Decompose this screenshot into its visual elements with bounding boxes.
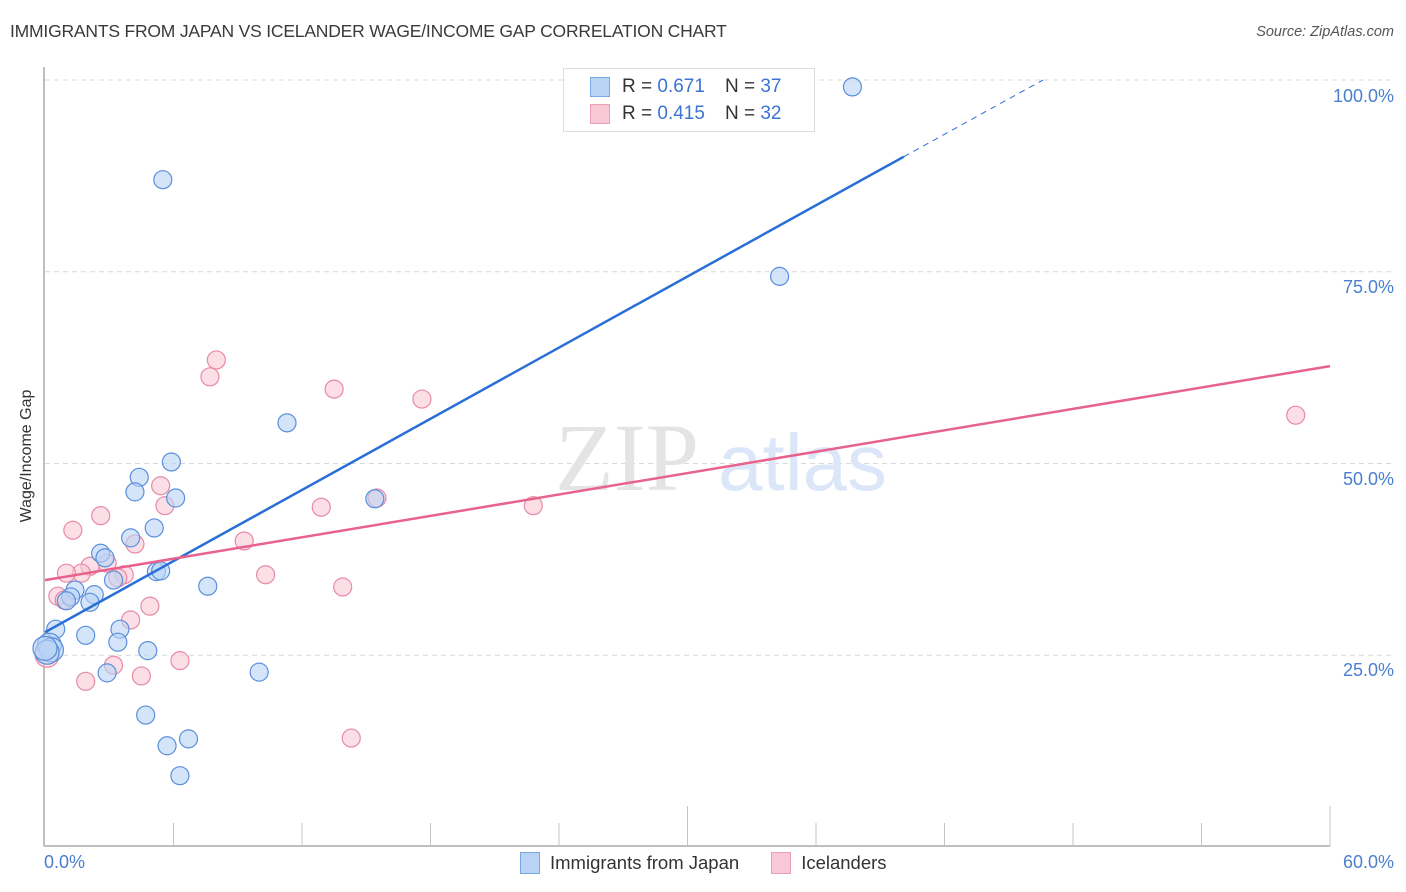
data-point	[200, 367, 220, 387]
data-point	[178, 729, 199, 749]
r-label: R =	[622, 103, 653, 124]
trendline-japan-extrapolated	[903, 79, 1044, 158]
source-credit: Source: ZipAtlas.com	[1256, 24, 1394, 40]
x-ticks	[173, 806, 1331, 846]
data-point	[103, 570, 124, 590]
data-point	[138, 641, 158, 661]
trendline-icelanders	[44, 364, 1331, 582]
y-tick-50: 50.0%	[1342, 469, 1394, 489]
stats-row-japan: R = 0.671 N = 37	[590, 74, 781, 100]
data-point	[277, 413, 297, 433]
r-label: R =	[622, 76, 653, 97]
n-value: 37	[760, 76, 782, 97]
data-point	[76, 625, 96, 645]
data-point	[136, 705, 156, 725]
r-value: 0.671	[657, 76, 705, 97]
data-point	[249, 662, 269, 682]
data-point	[170, 766, 190, 786]
legend-item-japan[interactable]: Immigrants from Japan	[520, 852, 739, 874]
gridlines	[45, 79, 1392, 656]
data-point	[255, 565, 276, 585]
n-label: N =	[724, 103, 756, 124]
data-point	[76, 671, 96, 691]
data-point	[523, 496, 543, 516]
series-legend: Immigrants from Japan Icelanders	[520, 852, 919, 874]
trendline-japan	[44, 155, 905, 634]
data-point	[341, 728, 361, 748]
data-point	[108, 632, 128, 652]
r-value: 0.415	[657, 103, 705, 124]
data-point	[121, 528, 141, 548]
icelanders-swatch-icon	[590, 104, 610, 124]
legend-item-icelanders[interactable]: Icelanders	[771, 852, 887, 874]
japan-swatch-icon	[590, 77, 610, 97]
trendlines	[44, 79, 1331, 634]
y-tick-100: 100.0%	[1332, 86, 1394, 106]
data-point	[166, 488, 186, 508]
stats-legend: R = 0.671 N = 37 R = 0.415 N = 32	[563, 68, 815, 132]
points-japan	[32, 77, 863, 786]
data-point	[91, 506, 111, 526]
legend-label-icelanders: Icelanders	[801, 852, 887, 873]
data-point	[324, 379, 344, 399]
data-point	[412, 389, 432, 409]
data-point	[56, 563, 77, 583]
data-point	[157, 736, 177, 756]
data-point	[32, 635, 58, 661]
watermark: ZIP atlas	[555, 404, 887, 511]
data-point	[144, 518, 164, 538]
chart-title: IMMIGRANTS FROM JAPAN VS ICELANDER WAGE/…	[10, 21, 727, 41]
data-point	[140, 596, 160, 616]
data-point	[198, 576, 218, 596]
data-point	[842, 77, 863, 97]
data-point	[153, 170, 173, 190]
watermark-zip: ZIP	[555, 404, 699, 511]
data-point	[95, 548, 115, 568]
data-point	[206, 350, 226, 370]
data-point	[333, 577, 353, 597]
n-value: 32	[760, 103, 782, 124]
stats-row-icelanders: R = 0.415 N = 32	[590, 101, 781, 127]
data-point	[365, 489, 385, 509]
data-point	[125, 482, 145, 502]
japan-swatch-icon	[520, 852, 540, 874]
icelanders-swatch-icon	[771, 852, 792, 874]
data-point	[56, 591, 77, 611]
y-tick-75: 75.0%	[1342, 277, 1394, 297]
data-point	[170, 651, 190, 671]
watermark-atlas: atlas	[718, 418, 887, 507]
data-point	[151, 476, 171, 496]
legend-label-japan: Immigrants from Japan	[550, 852, 740, 873]
data-point	[161, 452, 181, 472]
data-point	[1286, 405, 1306, 425]
data-point	[97, 663, 117, 683]
data-point	[131, 666, 151, 686]
y-axis-label: Wage/Income Gap	[18, 389, 35, 523]
data-point	[311, 497, 331, 517]
y-tick-25: 25.0%	[1342, 660, 1394, 680]
x-tick-60: 60.0%	[1342, 852, 1394, 872]
n-label: N =	[724, 76, 756, 97]
data-point	[769, 266, 790, 286]
x-tick-0: 0.0%	[44, 852, 86, 872]
data-point	[63, 520, 83, 540]
